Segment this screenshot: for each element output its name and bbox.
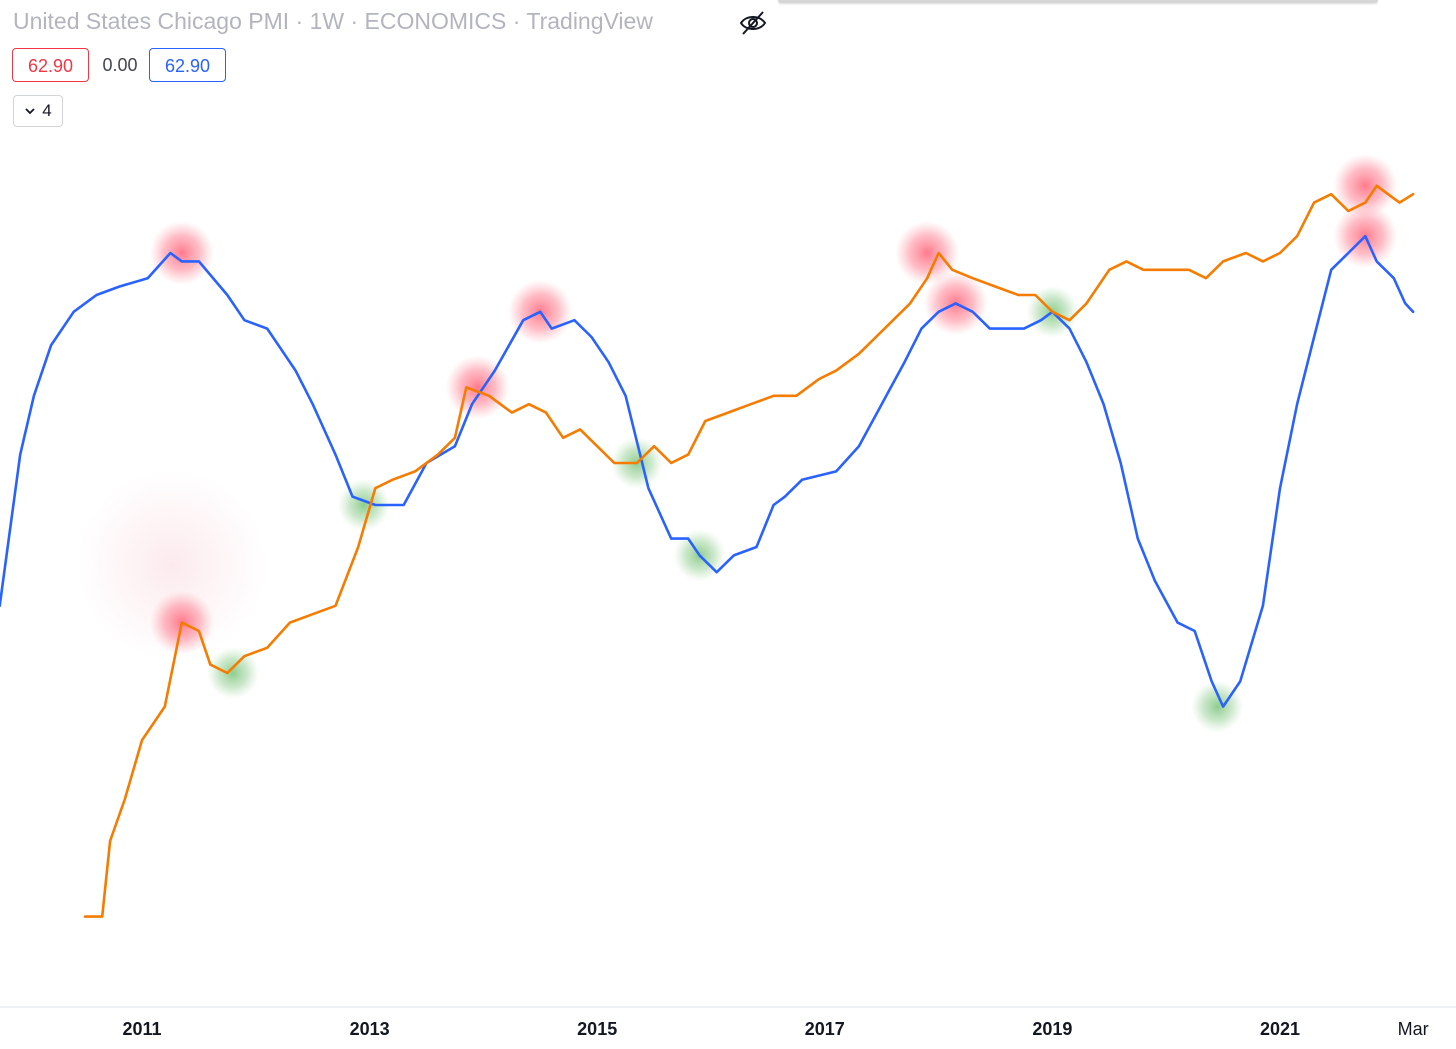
value-change: 0.00 [99,48,141,82]
x-axis-ticks: 2011 2013 2015 2017 2019 2021 Mar [122,1019,1428,1039]
x-tick-label: 2011 [122,1019,161,1039]
x-tick-label: Mar [1398,1019,1429,1039]
x-tick-label: 2021 [1260,1019,1300,1039]
peak-marker [895,221,960,285]
chart-title: United States Chicago PMI · 1W · ECONOMI… [13,8,653,34]
x-tick-label: 2015 [577,1019,617,1039]
peak-marker [149,221,214,285]
value-badge-blue: 62.90 [149,48,226,82]
series-line-blue [0,234,1415,708]
collapse-indicators-button[interactable]: 4 [13,95,63,127]
markers-layer [149,153,1398,733]
peak-marker [445,355,510,420]
x-tick-label: 2017 [805,1019,845,1039]
peak-marker [1333,153,1398,218]
top-panel-edge [778,0,1378,3]
indicator-count: 4 [42,101,52,120]
x-tick-label: 2019 [1032,1019,1072,1039]
chevron-down-icon [25,108,35,115]
lines-layer [0,184,1415,918]
value-badge-red: 62.90 [12,48,89,82]
x-tick-label: 2013 [350,1019,390,1039]
series-line-orange [83,184,1415,918]
trough-marker [207,647,259,699]
eye-off-icon[interactable] [738,9,768,37]
faint-halo [77,470,267,660]
